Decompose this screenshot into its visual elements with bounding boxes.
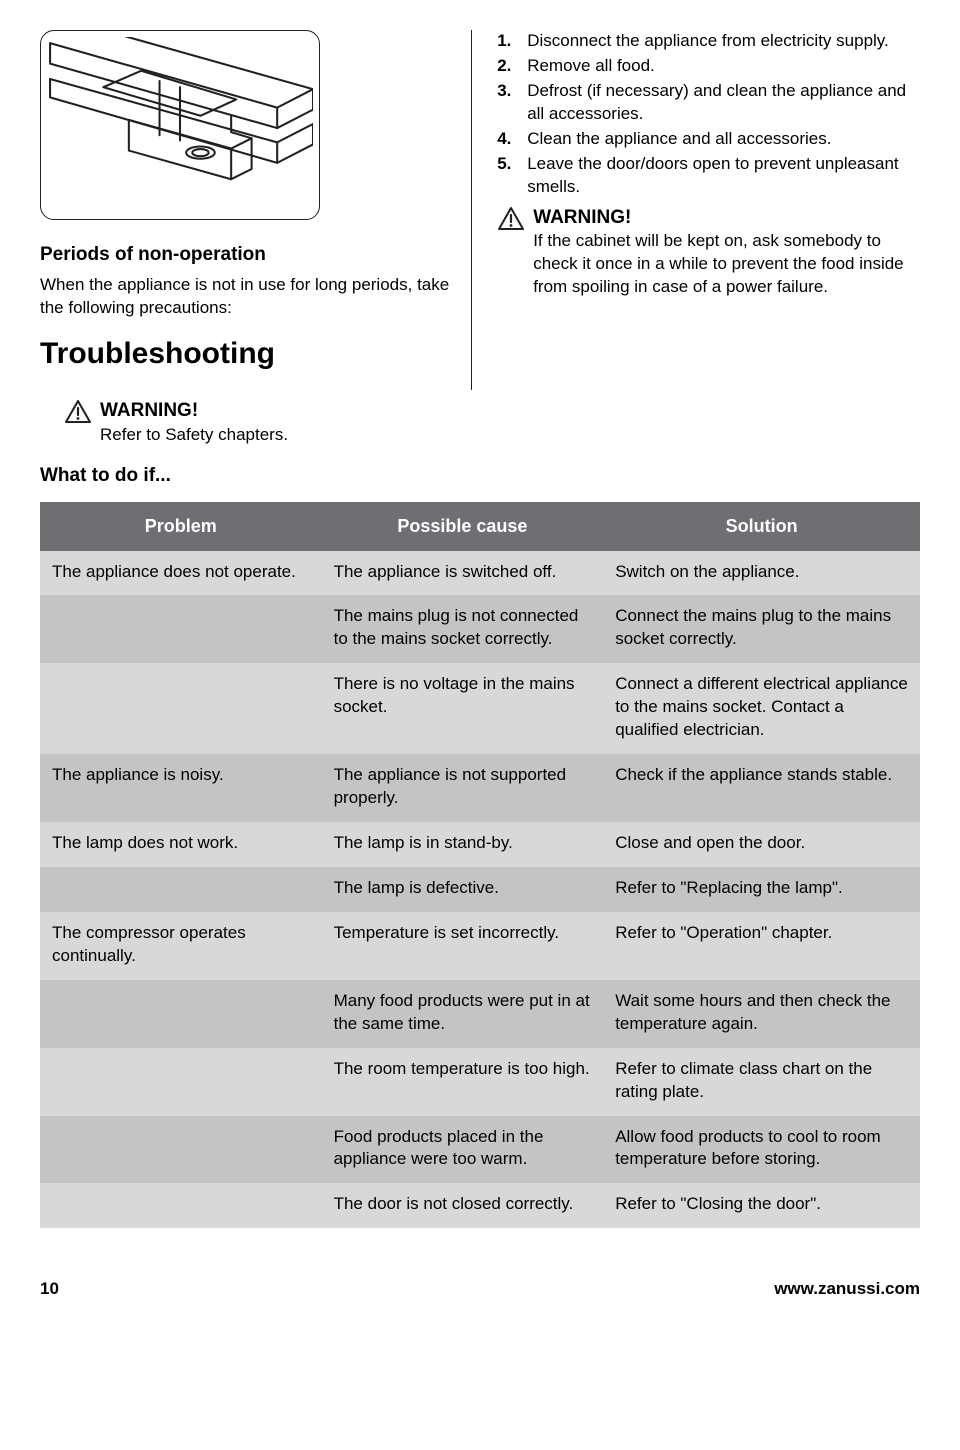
footer-url: www.zanussi.com [774, 1278, 920, 1301]
table-cell: Wait some hours and then check the tempe… [603, 980, 920, 1048]
table-cell: Switch on the appliance. [603, 551, 920, 596]
troubleshooting-table: Problem Possible cause Solution The appl… [40, 502, 920, 1228]
table-row: Food products placed in the appliance we… [40, 1116, 920, 1184]
table-row: The door is not closed correctly.Refer t… [40, 1183, 920, 1228]
table-cell: The mains plug is not connected to the m… [322, 595, 604, 663]
troubleshooting-heading: Troubleshooting [40, 334, 451, 375]
table-row: There is no voltage in the mains socket.… [40, 663, 920, 754]
what-to-do-heading: What to do if... [40, 463, 920, 489]
warning-block-1: WARNING! If the cabinet will be kept on,… [497, 205, 920, 299]
periods-heading: Periods of non-operation [40, 242, 451, 268]
step-5: 5.Leave the door/doors open to prevent u… [497, 153, 920, 199]
warning-text: If the cabinet will be kept on, ask some… [533, 230, 920, 299]
warning2-title: WARNING! [100, 398, 288, 424]
table-cell [40, 663, 322, 754]
table-row: The lamp is defective.Refer to "Replacin… [40, 867, 920, 912]
warning-icon [64, 398, 100, 447]
table-cell [40, 867, 322, 912]
table-cell: Refer to "Replacing the lamp". [603, 867, 920, 912]
table-cell [40, 980, 322, 1048]
table-row: The lamp does not work.The lamp is in st… [40, 822, 920, 867]
table-cell [40, 1116, 322, 1184]
table-cell: Many food products were put in at the sa… [322, 980, 604, 1048]
table-cell [40, 1183, 322, 1228]
table-row: The appliance does not operate.The appli… [40, 551, 920, 596]
table-row: The appliance is noisy.The appliance is … [40, 754, 920, 822]
warning-title: WARNING! [533, 205, 920, 231]
step-3: 3.Defrost (if necessary) and clean the a… [497, 80, 920, 126]
table-cell: Allow food products to cool to room temp… [603, 1116, 920, 1184]
warning-block-2: WARNING! Refer to Safety chapters. [64, 398, 920, 447]
table-cell: Temperature is set incorrectly. [322, 912, 604, 980]
table-cell: Connect the mains plug to the mains sock… [603, 595, 920, 663]
table-cell: The appliance is noisy. [40, 754, 322, 822]
table-cell [40, 1048, 322, 1116]
th-cause: Possible cause [322, 502, 604, 550]
table-cell: Check if the appliance stands stable. [603, 754, 920, 822]
table-cell: The appliance is switched off. [322, 551, 604, 596]
upper-columns: Periods of non-operation When the applia… [40, 30, 920, 390]
table-cell: Connect a different electrical appliance… [603, 663, 920, 754]
left-column: Periods of non-operation When the applia… [40, 30, 471, 390]
steps-list: 1.Disconnect the appliance from electric… [497, 30, 920, 199]
page-footer: 10 www.zanussi.com [40, 1278, 920, 1301]
table-cell: Refer to climate class chart on the rati… [603, 1048, 920, 1116]
th-problem: Problem [40, 502, 322, 550]
table-row: Many food products were put in at the sa… [40, 980, 920, 1048]
table-cell: The room temperature is too high. [322, 1048, 604, 1116]
warning-icon [497, 205, 533, 299]
table-cell: The appliance does not operate. [40, 551, 322, 596]
table-row: The compressor operates continually.Temp… [40, 912, 920, 980]
periods-paragraph: When the appliance is not in use for lon… [40, 274, 451, 320]
step-4: 4.Clean the appliance and all accessorie… [497, 128, 920, 151]
table-cell: Refer to "Closing the door". [603, 1183, 920, 1228]
step-2: 2.Remove all food. [497, 55, 920, 78]
table-cell: The door is not closed correctly. [322, 1183, 604, 1228]
table-row: The mains plug is not connected to the m… [40, 595, 920, 663]
page-number: 10 [40, 1278, 59, 1301]
table-cell: Food products placed in the appliance we… [322, 1116, 604, 1184]
table-cell: There is no voltage in the mains socket. [322, 663, 604, 754]
table-cell: The appliance is not supported properly. [322, 754, 604, 822]
table-cell: The lamp is in stand-by. [322, 822, 604, 867]
table-cell: The lamp is defective. [322, 867, 604, 912]
table-header-row: Problem Possible cause Solution [40, 502, 920, 550]
shelf-illustration [40, 30, 320, 220]
table-cell [40, 595, 322, 663]
step-1: 1.Disconnect the appliance from electric… [497, 30, 920, 53]
table-cell: The lamp does not work. [40, 822, 322, 867]
warning2-text: Refer to Safety chapters. [100, 424, 288, 447]
right-column: 1.Disconnect the appliance from electric… [471, 30, 920, 390]
table-cell: The compressor operates continually. [40, 912, 322, 980]
th-solution: Solution [603, 502, 920, 550]
table-cell: Close and open the door. [603, 822, 920, 867]
table-row: The room temperature is too high.Refer t… [40, 1048, 920, 1116]
table-cell: Refer to "Operation" chapter. [603, 912, 920, 980]
